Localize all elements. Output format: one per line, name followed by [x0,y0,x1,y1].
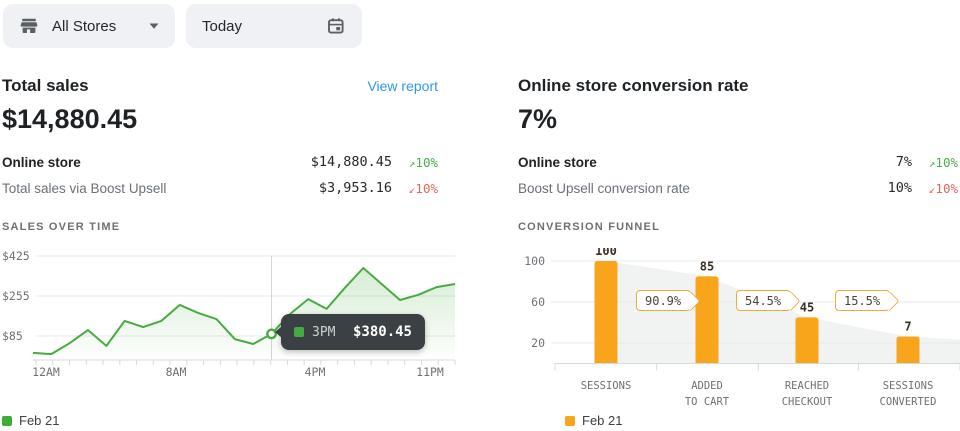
metric-label: Online store [2,154,81,170]
x-axis-label: 8AM [166,365,187,379]
funnel-bar [594,261,618,364]
conversion-funnel-title: CONVERSION FUNNEL [518,221,661,233]
conversion-rate-card: Online store conversion rate 7% Online s… [500,70,960,431]
category-label: TO CART [685,396,730,408]
bar-value-label: 85 [700,259,714,273]
sales-over-time-title: SALES OVER TIME [2,221,121,233]
calendar-icon [328,18,344,34]
metric-change-down: ↙10% [408,180,438,196]
legend-swatch-orange [565,415,575,426]
funnel-step-badge: 90.9% [636,290,692,311]
x-axis-label: 4PM [305,365,326,379]
arrow-up-icon: ↗ [928,156,936,170]
metric-label: Online store [518,154,597,170]
series-line [32,267,456,356]
legend-label: Feb 21 [582,413,623,428]
metric-change-down: ↙10% [928,180,958,196]
store-filter-label: All Stores [52,17,117,35]
funnel-bar [795,317,819,364]
metric-row-online-store: Online store 7% ↗10% [518,152,958,172]
metric-row-online-store: Online store $14,880.45 ↗10% [2,152,438,172]
category-label: CHECKOUT [782,396,833,408]
funnel-chart-legend: Feb 21 [565,413,622,428]
date-filter-label: Today [202,17,243,35]
arrow-up-icon: ↗ [408,156,416,170]
chart-tooltip: 3PM $380.45 [275,314,425,350]
bar-value-label: 100 [595,248,617,258]
bar-value-label: 7 [904,320,911,334]
funnel-bar [695,276,719,364]
y-axis-label: $255 [2,289,30,303]
store-icon [20,18,38,33]
metric-change-up: ↗10% [408,154,438,170]
metric-value: $14,880.45 [310,154,392,170]
bar-value-label: 45 [800,300,814,314]
card-header: Total sales View report [2,76,438,96]
funnel-bar [896,336,920,364]
y-axis-label: $425 [2,249,30,263]
metric-row-boost-upsell: Total sales via Boost Upsell $3,953.16 ↙… [2,178,438,198]
arrow-down-icon: ↙ [928,182,936,196]
category-label: REACHED [785,380,829,392]
metric-value: 10% [887,180,912,196]
metric-label: Boost Upsell conversion rate [518,180,690,196]
category-label: SESSIONS [581,380,632,392]
category-label: CONVERTED [880,396,937,408]
y-axis-label: 60 [531,295,545,309]
total-sales-card: Total sales View report $14,880.45 Onlin… [2,70,460,431]
sales-chart-legend: Feb 21 [2,413,59,428]
card-title: Online store conversion rate [518,76,749,95]
card-title: Total sales [2,76,89,95]
y-axis-label: $85 [2,329,23,343]
view-report-link[interactable]: View report [367,78,438,94]
total-sales-value: $14,880.45 [2,104,138,134]
metric-label: Total sales via Boost Upsell [2,180,167,196]
sales-line-chart: $425 $255 $85 12AM 8AM 4PM 11PM 3PM $380.45 [2,248,460,382]
funnel-step-badge: 15.5% [835,290,891,311]
x-axis-label: 12AM [32,365,60,379]
y-axis-label: 100 [524,254,545,268]
legend-swatch-green [2,415,12,426]
date-filter-button[interactable]: Today [186,4,362,48]
store-filter-button[interactable]: All Stores [3,4,175,48]
y-axis-label: 20 [531,336,545,350]
funnel-silhouette [606,261,960,364]
conversion-funnel-chart: 100 60 20 100 85 45 7 SESSIONS ADDED TO CART REACH… [524,248,960,408]
metric-value: $3,953.16 [318,180,392,196]
legend-label: Feb 21 [19,413,60,428]
tooltip-series-swatch [294,327,304,337]
metric-row-boost-upsell: Boost Upsell conversion rate 10% ↙10% [518,178,958,198]
x-axis-label: 11PM [416,365,444,379]
metric-value: 7% [895,154,912,170]
chevron-down-icon [149,23,159,29]
category-label: ADDED [691,380,723,392]
arrow-down-icon: ↙ [408,182,416,196]
funnel-step-badge: 54.5% [736,290,792,311]
card-header: Online store conversion rate [518,76,958,96]
tooltip-time-label: 3PM [312,324,336,340]
metric-change-up: ↗10% [928,154,958,170]
category-label: SESSIONS [883,380,934,392]
conversion-rate-value: 7% [518,104,558,134]
tooltip-value: $380.45 [352,324,412,340]
